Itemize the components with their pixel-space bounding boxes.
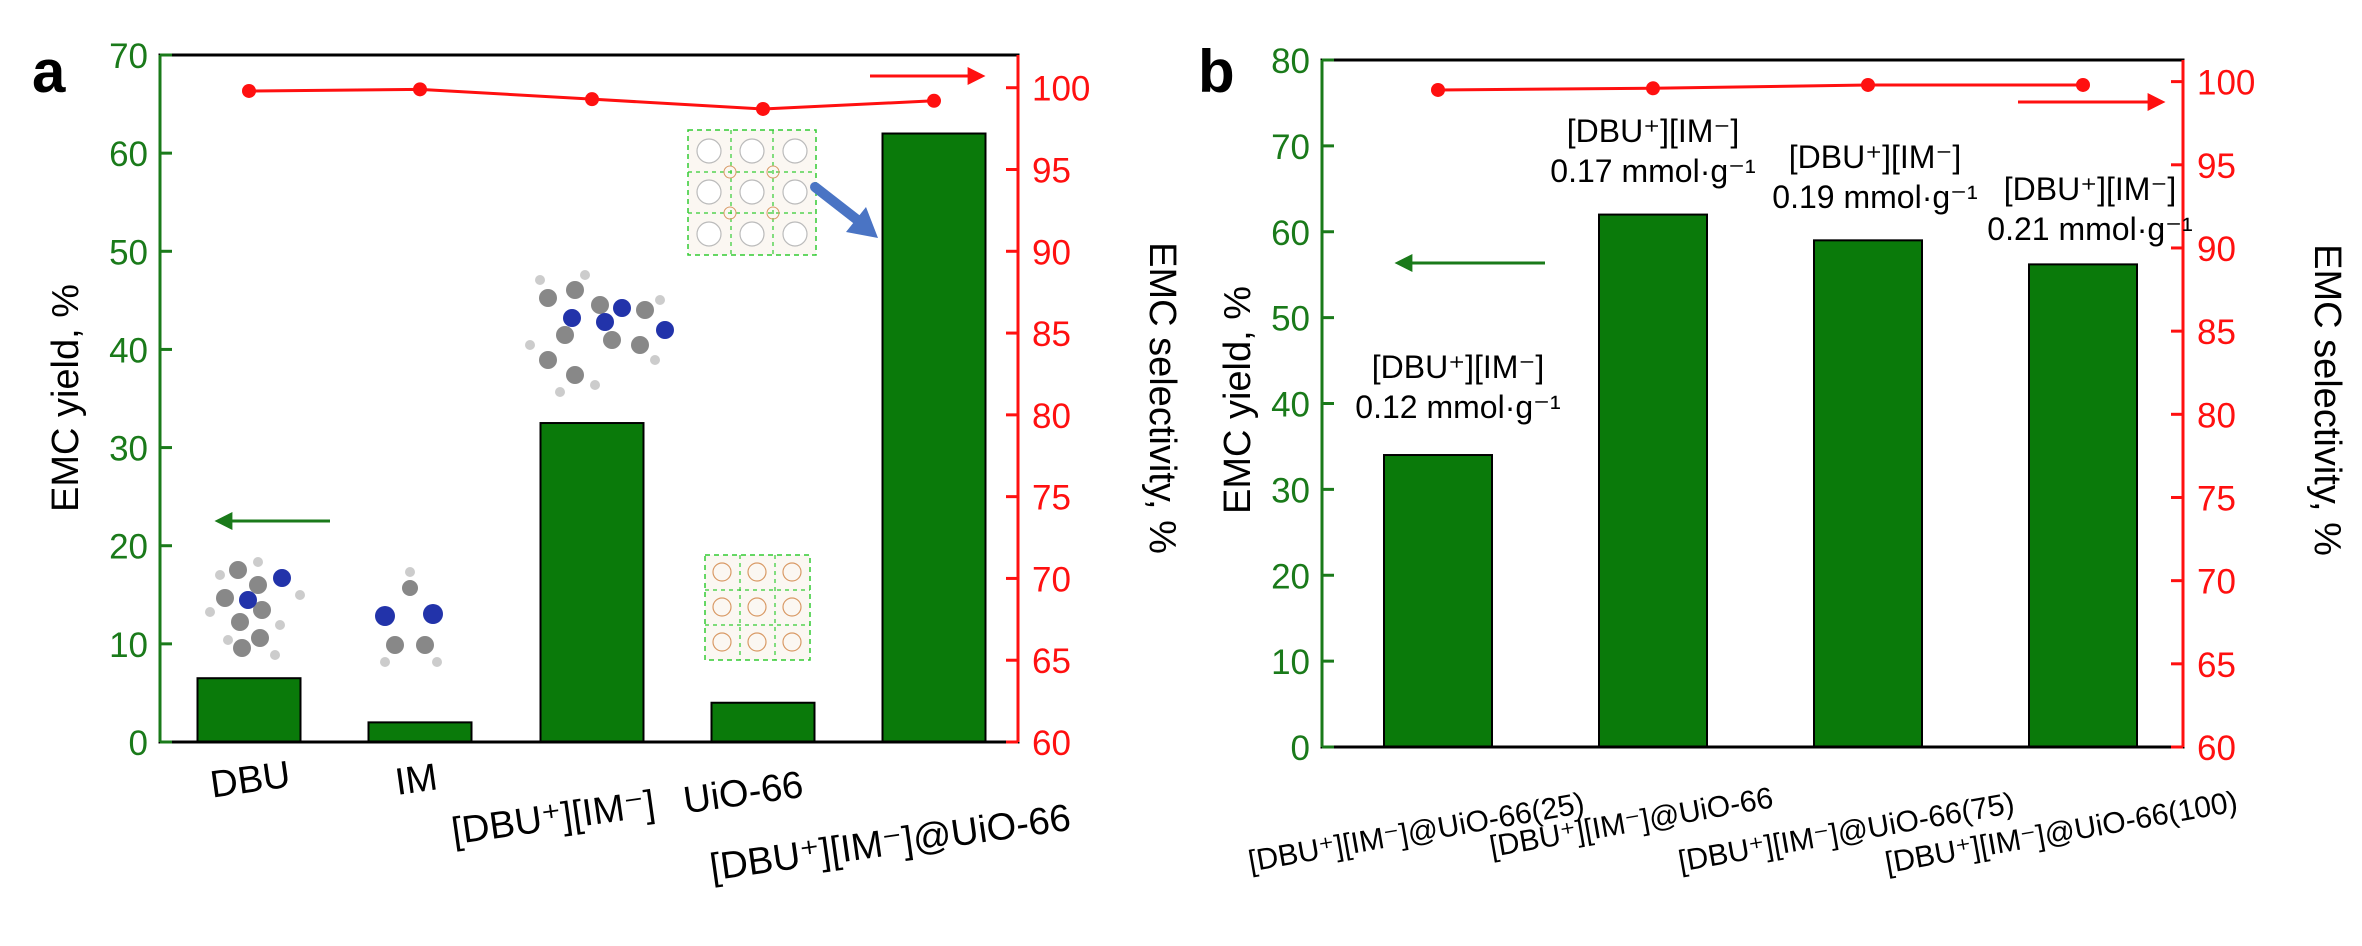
left-tick-label-a-70: 70 <box>109 37 148 76</box>
bar-a-4 <box>881 132 987 743</box>
x-label-a-2: [DBU⁺][IM⁻] <box>449 783 658 853</box>
right-tick-label-a-70: 70 <box>1032 560 1071 599</box>
bar-annotation-name-1: [DBU⁺][IM⁻] <box>1567 113 1739 149</box>
panel-a-selectivity-line <box>242 82 941 116</box>
right-tick-label-a-75: 75 <box>1032 479 1071 518</box>
left-tick-label-a-0: 0 <box>129 724 148 763</box>
bar-a-2 <box>539 422 645 743</box>
left-tick-label-b-60: 60 <box>1271 214 1310 253</box>
right-tick-label-a-80: 80 <box>1032 397 1071 436</box>
panel-a-y2-label: EMC selectivity, % <box>1141 242 1183 554</box>
right-tick-label-a-100: 100 <box>1032 70 1090 109</box>
panel-b-bar-annotations: [DBU⁺][IM⁻] 0.12 mmol·g⁻¹ [DBU⁺][IM⁻] 0.17 … <box>1355 113 2192 425</box>
right-tick-label-a-95: 95 <box>1032 152 1071 191</box>
bar-annotation-name-0: [DBU⁺][IM⁻] <box>1372 349 1544 385</box>
panel-a-x-labels: DBU IM[DBU⁺][IM⁻] UiO-66[DBU⁺][IM⁻]@UiO-66 <box>208 754 1074 889</box>
bar-annotation-loading-1: 0.17 mmol·g⁻¹ <box>1550 153 1755 189</box>
bar-annotation-loading-0: 0.12 mmol·g⁻¹ <box>1355 389 1560 425</box>
selectivity-point-a-4 <box>927 93 941 108</box>
panel-b-right-axis: 60 65 70 75 80 85 90 95 100 <box>2171 60 2255 768</box>
loaded-framework-image <box>687 129 878 256</box>
right-tick-label-b-95: 95 <box>2197 147 2236 186</box>
x-label-a-1: IM <box>393 756 441 803</box>
dbu-molecule-image <box>205 557 305 660</box>
panel-label-b: b <box>1198 38 1235 105</box>
bar-annotation-name-2: [DBU⁺][IM⁻] <box>1789 139 1961 175</box>
selectivity-point-b-2 <box>1861 77 1875 92</box>
right-tick-label-b-90: 90 <box>2197 230 2236 269</box>
panel-b-bars <box>1383 213 2138 748</box>
right-tick-label-b-70: 70 <box>2197 563 2236 602</box>
bar-annotation-loading-3: 0.21 mmol·g⁻¹ <box>1987 211 2192 247</box>
left-tick-label-a-30: 30 <box>109 430 148 469</box>
uio66-framework-image <box>704 554 811 661</box>
bar-a-1 <box>367 721 473 743</box>
right-tick-label-b-80: 80 <box>2197 396 2236 435</box>
bar-b-0 <box>1383 454 1493 748</box>
bar-a-0 <box>196 677 302 744</box>
left-tick-label-b-20: 20 <box>1271 557 1310 596</box>
panel-a-right-axis: 60 65 70 75 80 85 90 95 100 <box>1006 55 1090 763</box>
panel-b-y2-label: EMC selectivity, % <box>2306 244 2348 556</box>
selectivity-point-a-1 <box>413 82 427 97</box>
left-tick-label-a-20: 20 <box>109 528 148 567</box>
panel-a-left-axis: 0 10 20 30 40 50 60 70 <box>109 37 172 763</box>
panel-b-x-labels: [DBU⁺][IM⁻]@UiO-66(25)[DBU⁺][IM⁻]@UiO-66… <box>1246 781 2240 879</box>
bar-annotation-loading-2: 0.19 mmol·g⁻¹ <box>1772 179 1977 215</box>
panel-label-a: a <box>32 38 66 105</box>
right-tick-label-b-65: 65 <box>2197 646 2236 685</box>
left-tick-label-b-50: 50 <box>1271 300 1310 339</box>
selectivity-point-b-1 <box>1646 81 1660 96</box>
left-tick-label-b-30: 30 <box>1271 471 1310 510</box>
selectivity-point-a-0 <box>242 83 256 98</box>
x-label-a-3: UiO-66 <box>681 764 806 822</box>
right-tick-label-b-75: 75 <box>2197 479 2236 518</box>
left-tick-label-a-40: 40 <box>109 331 148 370</box>
right-tick-label-a-60: 60 <box>1032 724 1071 763</box>
right-tick-label-b-85: 85 <box>2197 313 2236 352</box>
left-tick-label-a-60: 60 <box>109 135 148 174</box>
right-tick-label-a-85: 85 <box>1032 315 1071 354</box>
left-tick-label-b-80: 80 <box>1271 42 1310 81</box>
left-tick-label-a-50: 50 <box>109 233 148 272</box>
panel-b-left-axis: 0 10 20 30 40 50 60 70 80 <box>1271 42 1334 768</box>
bar-b-3 <box>2028 263 2138 748</box>
selectivity-point-b-0 <box>1431 82 1445 97</box>
left-tick-label-b-0: 0 <box>1291 729 1310 768</box>
im-molecule-image <box>375 567 443 667</box>
left-tick-label-b-70: 70 <box>1271 128 1310 167</box>
panel-a-y-label: EMC yield, % <box>45 284 87 512</box>
selectivity-point-b-3 <box>2076 77 2090 92</box>
bar-b-2 <box>1813 239 1923 748</box>
ionic-liquid-molecule-image <box>525 270 674 397</box>
panel-a: a 0 10 20 30 40 50 60 70 60 65 70 75 80 85 90 95 100 DB… <box>32 37 1183 889</box>
right-tick-label-a-65: 65 <box>1032 642 1071 681</box>
panel-b-selectivity-line <box>1431 77 2090 97</box>
panel-b-y-label: EMC yield, % <box>1217 286 1259 514</box>
right-tick-label-b-100: 100 <box>2197 64 2255 103</box>
left-tick-label-a-10: 10 <box>109 626 148 665</box>
panel-a-bars <box>196 132 987 744</box>
bar-b-1 <box>1598 213 1708 748</box>
left-tick-label-b-40: 40 <box>1271 386 1310 425</box>
x-label-a-0: DBU <box>208 754 293 807</box>
left-tick-label-b-10: 10 <box>1271 643 1310 682</box>
framework-to-bar-arrow <box>810 182 865 227</box>
selectivity-line-b <box>1437 83 2083 92</box>
bar-a-3 <box>710 701 816 743</box>
bar-annotation-name-3: [DBU⁺][IM⁻] <box>2004 171 2176 207</box>
selectivity-point-a-2 <box>585 92 599 107</box>
right-tick-label-b-60: 60 <box>2197 729 2236 768</box>
selectivity-point-a-3 <box>756 101 770 116</box>
right-tick-label-a-90: 90 <box>1032 233 1071 272</box>
